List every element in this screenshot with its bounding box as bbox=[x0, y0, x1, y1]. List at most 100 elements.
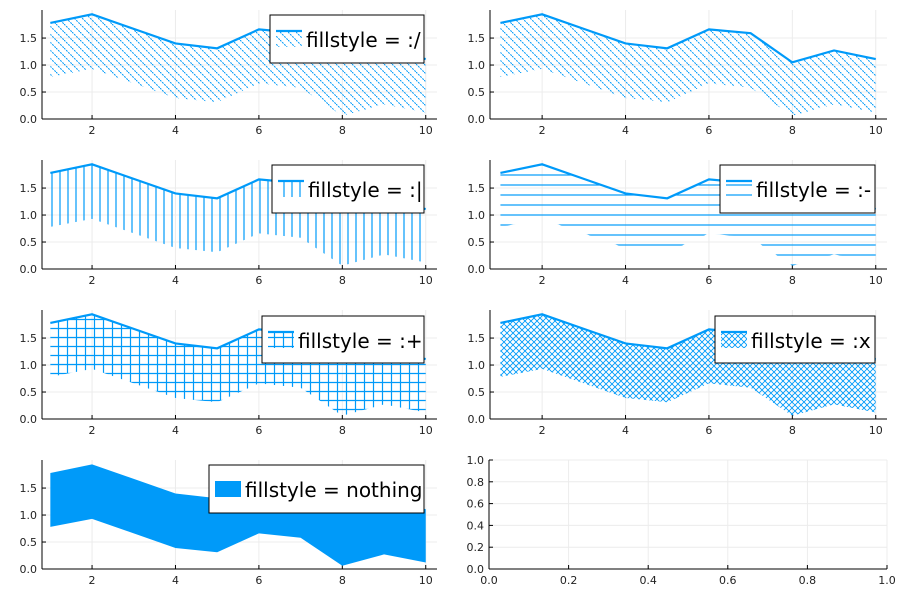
y-tick-label: 1.5 bbox=[468, 182, 486, 195]
subplot-8: 0.0 0.2 0.4 0.6 0.8 1.0 0.0 0.2 0.4 0.6 0.8 1.0 bbox=[467, 454, 896, 587]
y-tick-label: 0.5 bbox=[20, 536, 38, 549]
x-tick-label: 6 bbox=[255, 274, 262, 287]
y-tick-label: 0.0 bbox=[468, 263, 486, 276]
x-tick-label: 2 bbox=[89, 574, 96, 587]
y-tick-label: 0.4 bbox=[467, 519, 485, 532]
y-tick-label: 1.0 bbox=[468, 209, 486, 222]
legend-swatch bbox=[215, 481, 241, 497]
fill-band bbox=[500, 14, 876, 116]
y-tick-label: 0.5 bbox=[468, 236, 486, 249]
x-tick-label: 2 bbox=[539, 424, 546, 437]
x-tick-label: 10 bbox=[419, 424, 433, 437]
y-tick-label: 0.8 bbox=[467, 476, 485, 489]
y-tick-label: 1.0 bbox=[467, 454, 485, 467]
y-tick-label: 1.0 bbox=[20, 359, 38, 372]
x-tick-label: 10 bbox=[869, 274, 883, 287]
subplot-5: 2 4 6 8 10 0.0 0.5 1.0 1.5 fillstyle = :+ bbox=[20, 310, 437, 437]
y-tick-label: 1.0 bbox=[20, 209, 38, 222]
y-tick-label: 1.5 bbox=[468, 332, 486, 345]
fill-band bbox=[500, 314, 876, 416]
subplot-1: 2 4 6 8 10 0.0 0.5 1.0 1.5 fillstyle = :/ bbox=[20, 10, 437, 137]
legend-label: fillstyle = :- bbox=[756, 178, 871, 202]
x-tick-label: 4 bbox=[172, 574, 179, 587]
y-tick-label: 0.0 bbox=[20, 113, 38, 126]
fill-band bbox=[50, 14, 426, 116]
legend-swatch bbox=[726, 181, 752, 197]
x-tick-label: 8 bbox=[789, 274, 796, 287]
x-tick-label: 6 bbox=[705, 274, 712, 287]
y-tick-label: 0.5 bbox=[20, 86, 38, 99]
legend-label: fillstyle = :x bbox=[751, 329, 871, 353]
x-tick-label: 0.6 bbox=[719, 574, 737, 587]
y-tick-label: 1.0 bbox=[468, 359, 486, 372]
x-tick-label: 4 bbox=[622, 424, 629, 437]
y-tick-label: 1.5 bbox=[20, 332, 38, 345]
y-tick-label: 0.5 bbox=[20, 236, 38, 249]
subplot-3: 2 4 6 8 10 0.0 0.5 1.0 1.5 fillstyle = :| bbox=[20, 160, 437, 287]
y-tick-label: 1.0 bbox=[20, 509, 38, 522]
y-tick-label: 1.0 bbox=[20, 59, 38, 72]
y-tick-label: 0.0 bbox=[468, 113, 486, 126]
fill-band bbox=[50, 464, 426, 566]
x-tick-label: 8 bbox=[339, 574, 346, 587]
series-line bbox=[500, 13, 876, 64]
subplot-2: 2 4 6 8 10 0.0 0.5 1.0 1.5 bbox=[468, 10, 887, 137]
legend-swatch bbox=[276, 31, 302, 47]
legend-swatch bbox=[268, 332, 294, 348]
fill-band bbox=[50, 164, 426, 266]
x-tick-label: 0.4 bbox=[639, 574, 657, 587]
x-tick-label: 2 bbox=[89, 424, 96, 437]
y-tick-label: 1.0 bbox=[468, 59, 486, 72]
x-tick-label: 0.0 bbox=[480, 574, 498, 587]
y-tick-label: 0.2 bbox=[467, 541, 485, 554]
fill-band bbox=[50, 314, 426, 416]
x-tick-label: 4 bbox=[172, 424, 179, 437]
legend-swatch bbox=[278, 181, 304, 197]
x-tick-label: 2 bbox=[89, 274, 96, 287]
x-tick-label: 6 bbox=[255, 424, 262, 437]
x-tick-label: 2 bbox=[539, 274, 546, 287]
y-tick-label: 0.5 bbox=[20, 386, 38, 399]
x-tick-label: 2 bbox=[539, 124, 546, 137]
y-tick-label: 1.5 bbox=[20, 182, 38, 195]
x-tick-label: 10 bbox=[869, 424, 883, 437]
x-tick-label: 8 bbox=[789, 124, 796, 137]
y-tick-label: 0.0 bbox=[467, 563, 485, 576]
y-tick-label: 1.5 bbox=[20, 482, 38, 495]
x-tick-label: 8 bbox=[339, 274, 346, 287]
x-tick-label: 8 bbox=[339, 424, 346, 437]
subplot-4: 2 4 6 8 10 0.0 0.5 1.0 1.5 fillstyle = :- bbox=[468, 160, 887, 287]
y-tick-label: 1.5 bbox=[468, 32, 486, 45]
legend-label: fillstyle = :/ bbox=[306, 28, 421, 52]
legend-swatch bbox=[721, 332, 747, 348]
y-tick-label: 0.6 bbox=[467, 498, 485, 511]
subplot-6: 2 4 6 8 10 0.0 0.5 1.0 1.5 fillstyle = :x bbox=[468, 310, 887, 437]
x-tick-label: 4 bbox=[172, 274, 179, 287]
legend-label: fillstyle = nothing bbox=[245, 478, 423, 502]
x-tick-label: 6 bbox=[705, 124, 712, 137]
y-tick-label: 0.0 bbox=[468, 413, 486, 426]
x-tick-label: 10 bbox=[419, 124, 433, 137]
y-tick-label: 0.0 bbox=[20, 413, 38, 426]
legend-label: fillstyle = :| bbox=[308, 178, 423, 202]
x-tick-label: 6 bbox=[705, 424, 712, 437]
x-tick-label: 4 bbox=[622, 274, 629, 287]
y-tick-label: 0.0 bbox=[20, 563, 38, 576]
legend-label: fillstyle = :+ bbox=[298, 329, 423, 353]
x-tick-label: 10 bbox=[419, 274, 433, 287]
x-tick-label: 4 bbox=[172, 124, 179, 137]
x-tick-label: 2 bbox=[89, 124, 96, 137]
subplot-7: 2 4 6 8 10 0.0 0.5 1.0 1.5 fillstyle = nothing bbox=[20, 460, 437, 587]
x-tick-label: 10 bbox=[869, 124, 883, 137]
y-tick-label: 0.5 bbox=[468, 86, 486, 99]
x-tick-label: 6 bbox=[255, 124, 262, 137]
x-tick-label: 10 bbox=[419, 574, 433, 587]
legend-box bbox=[208, 464, 425, 514]
y-tick-label: 0.0 bbox=[20, 263, 38, 276]
y-tick-label: 0.5 bbox=[468, 386, 486, 399]
x-tick-label: 0.8 bbox=[799, 574, 817, 587]
x-tick-label: 4 bbox=[622, 124, 629, 137]
x-tick-label: 8 bbox=[339, 124, 346, 137]
y-tick-label: 1.5 bbox=[20, 32, 38, 45]
